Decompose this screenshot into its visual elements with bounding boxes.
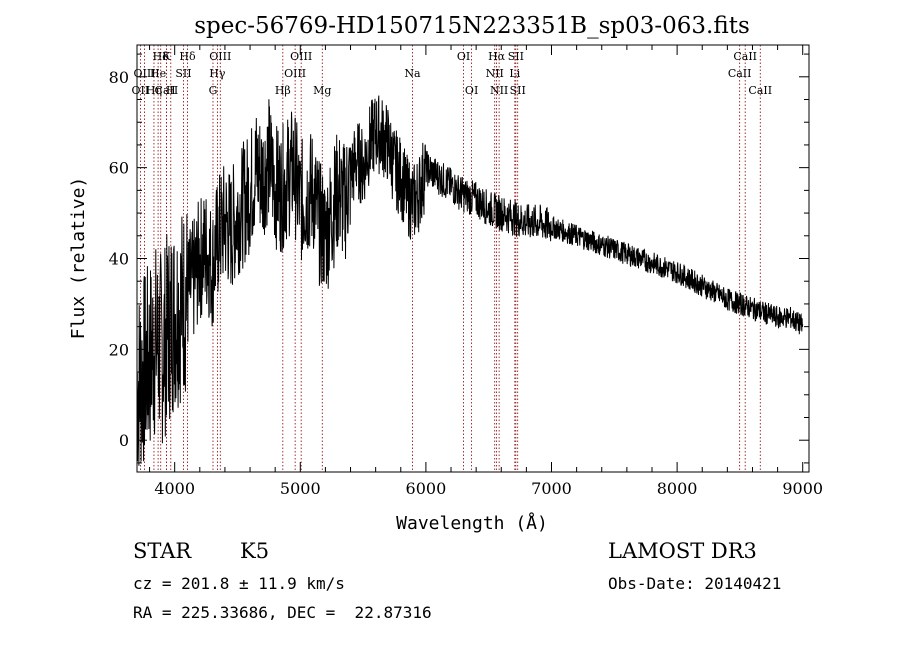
line-label: SII (510, 84, 526, 97)
line-label: Hγ (209, 67, 226, 80)
line-label: CaII (748, 84, 772, 97)
spectrum-chart: spec-56769-HD150715N223351B_sp03-063.fit… (68, 13, 823, 534)
x-tick-label: 6000 (406, 479, 447, 498)
line-label: K (162, 50, 171, 63)
spectrum-series (136, 95, 804, 466)
line-label: G (209, 84, 218, 97)
axis-ticks: 4000 5000 6000 7000 8000 9000 0 20 40 60 80 (109, 45, 823, 498)
x-axis-label: Wavelength (Å) (396, 512, 548, 534)
y-tick-label: 80 (109, 68, 129, 87)
y-tick-label: 60 (109, 159, 129, 178)
object-subclass: K5 (240, 539, 270, 563)
redshift-text: cz = 201.8 ± 11.9 km/s (133, 574, 345, 593)
plot-frame (136, 44, 810, 473)
line-label: CaII (733, 50, 757, 63)
line-label: CaII (728, 67, 752, 80)
line-label: SII (508, 50, 524, 63)
x-tick-label: 9000 (782, 479, 823, 498)
line-label: OI (465, 84, 478, 97)
line-label: Hη (146, 84, 162, 97)
line-label: He (150, 67, 166, 80)
line-label: Hα (488, 50, 506, 63)
emission-line-markers (139, 45, 761, 472)
observation-date: Obs-Date: 20140421 (608, 574, 782, 593)
emission-line-labels: CaIIHOIIHηHδOIIIHeKSIIHδGHγOIIIHβOIIIOII… (132, 50, 773, 97)
line-label: SII (175, 67, 191, 80)
line-label: NII (486, 67, 504, 80)
line-label: OIII (290, 50, 312, 63)
line-label: OI (457, 50, 470, 63)
spectrum-line (136, 95, 804, 466)
line-label: OIII (209, 50, 231, 63)
line-label: Hβ (275, 84, 291, 97)
y-tick-label: 40 (109, 250, 129, 269)
line-label: H (166, 84, 176, 97)
coordinates-text: RA = 225.33686, DEC = 22.87316 (133, 603, 432, 622)
y-axis-label: Flux (relative) (68, 177, 89, 340)
line-label: CaII (155, 84, 179, 97)
line-label: OIII (134, 67, 156, 80)
x-tick-label: 8000 (657, 479, 698, 498)
line-label: Na (404, 67, 421, 80)
line-label: Hδ (179, 50, 196, 63)
y-tick-label: 0 (119, 431, 129, 450)
line-label: NII (490, 84, 508, 97)
x-tick-label: 5000 (280, 479, 321, 498)
chart-title: spec-56769-HD150715N223351B_sp03-063.fit… (194, 13, 750, 39)
line-label: Mg (313, 84, 331, 97)
y-tick-label: 20 (109, 340, 129, 359)
line-label: Hδ (153, 50, 170, 63)
object-class: STAR (133, 539, 192, 563)
line-label: Li (509, 67, 520, 80)
survey-name: LAMOST DR3 (608, 539, 757, 563)
line-label: OII (132, 84, 150, 97)
x-tick-label: 4000 (154, 479, 195, 498)
line-label: OIII (284, 67, 306, 80)
x-tick-label: 7000 (531, 479, 572, 498)
